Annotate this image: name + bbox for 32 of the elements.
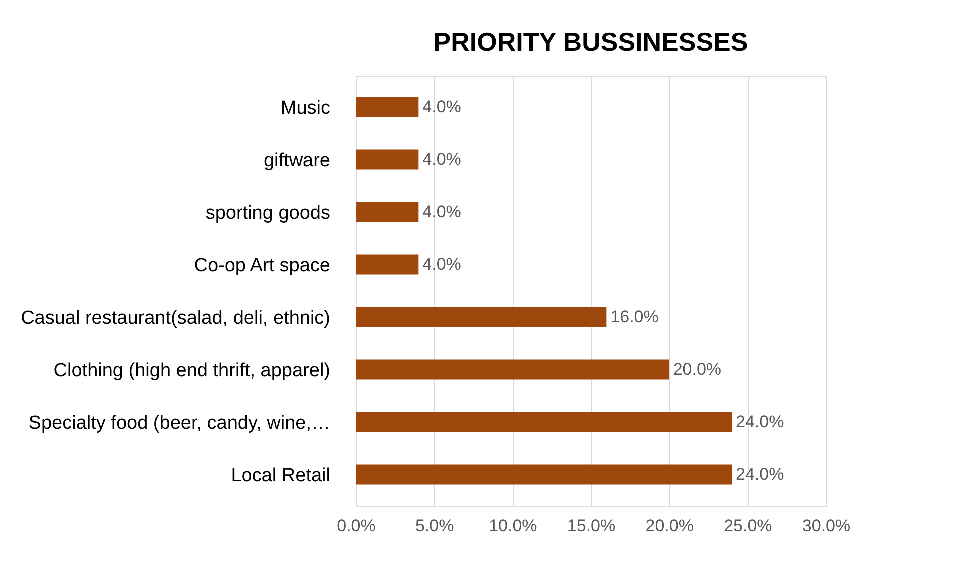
y-tick-label: Co-op Art space: [194, 255, 330, 276]
x-tick-label: 0.0%: [337, 516, 376, 536]
x-tick-label: 25.0%: [724, 516, 772, 536]
y-tick-label: sporting goods: [206, 202, 330, 224]
chart-title: PRIORITY BUSSINESSES: [434, 27, 748, 57]
bar: [356, 464, 732, 485]
bar: [356, 307, 607, 328]
bar: [356, 97, 419, 118]
bar: [356, 202, 419, 222]
y-tick-label: Specialty food (beer, candy, wine,…: [28, 412, 330, 434]
bar: [356, 150, 419, 170]
y-tick-label: Music: [280, 98, 330, 119]
x-tick-label: 10.0%: [489, 516, 538, 536]
y-tick-label: Clothing (high end thrift, apparel): [54, 360, 330, 382]
bar: [356, 254, 419, 275]
data-label: 16.0%: [610, 307, 659, 326]
x-tick-label: 30.0%: [802, 516, 851, 536]
y-tick-label: giftware: [264, 150, 330, 172]
y-tick-label: Casual restaurant(salad, deli, ethnic): [21, 308, 330, 329]
x-tick-label: 15.0%: [567, 516, 616, 536]
data-label: 4.0%: [422, 254, 462, 274]
data-label: 20.0%: [673, 360, 722, 379]
data-label: 24.0%: [736, 412, 784, 432]
data-label: 4.0%: [422, 202, 462, 222]
bar: [356, 412, 732, 432]
data-label: 4.0%: [422, 150, 462, 169]
data-label: 4.0%: [422, 97, 462, 116]
x-tick-label: 20.0%: [646, 516, 694, 536]
x-tick-label: 5.0%: [415, 516, 454, 536]
bar: [356, 360, 670, 380]
data-label: 24.0%: [736, 464, 784, 484]
y-tick-label: Local Retail: [231, 465, 330, 486]
